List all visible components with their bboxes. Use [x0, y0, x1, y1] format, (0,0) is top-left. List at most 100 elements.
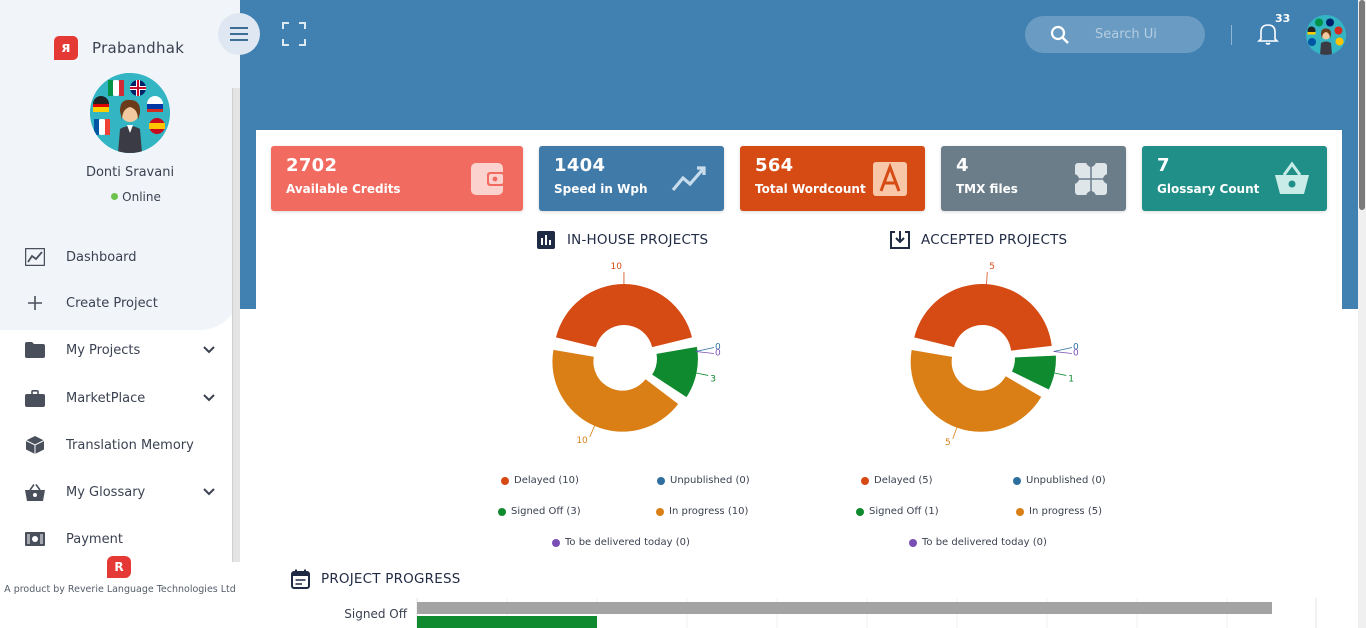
- sidebar-item-dashboard[interactable]: Dashboard: [24, 242, 224, 272]
- sidebar-item-label: MarketPlace: [66, 390, 146, 406]
- chart-line-icon: [24, 246, 46, 268]
- inhouse-slice-delayed[interactable]: [555, 284, 692, 348]
- card-label: Speed in Wph: [554, 182, 648, 196]
- legend-label: To be delivered today (0): [922, 537, 1047, 548]
- user-avatar[interactable]: [1306, 15, 1346, 55]
- hamburger-icon: [230, 27, 248, 41]
- inhouse-data-label: 10: [576, 436, 588, 445]
- accepted-leader-line: [1053, 351, 1073, 354]
- progress-bar-total: [417, 602, 1272, 614]
- accepted-slice-delayed[interactable]: [914, 284, 1052, 351]
- accepted-leader-line: [1052, 372, 1067, 376]
- legend-signed-off[interactable]: Signed Off (3): [498, 506, 581, 517]
- card-label: Available Credits: [286, 182, 401, 196]
- inhouse-leader-line: [589, 423, 596, 438]
- basket-icon: [24, 481, 46, 503]
- profile-avatar[interactable]: [90, 73, 170, 153]
- card-glossary-count[interactable]: 7 Glossary Count: [1142, 146, 1327, 211]
- search-input[interactable]: [1095, 27, 1195, 42]
- sidebar-item-my-glossary[interactable]: My Glossary: [24, 477, 224, 507]
- brand[interactable]: я Prabandhak: [54, 36, 184, 60]
- accepted-data-label: 5: [989, 262, 995, 272]
- legend-in-progress[interactable]: In progress (5): [1016, 506, 1102, 517]
- hamburger-menu-button[interactable]: [218, 13, 260, 55]
- sidebar-item-payment[interactable]: Payment: [24, 524, 224, 554]
- progress-bar-signed-off: [417, 616, 597, 628]
- sidebar-item-label: My Glossary: [66, 484, 146, 500]
- briefcase-icon: [24, 387, 46, 409]
- legend-to-be-delivered-today[interactable]: To be delivered today (0): [909, 537, 1047, 548]
- status-label: Online: [122, 190, 161, 204]
- legend-unpublished[interactable]: Unpublished (0): [1013, 475, 1106, 486]
- letter-a-icon: [873, 162, 907, 196]
- inhouse-slice-signed-off[interactable]: [652, 346, 698, 398]
- inhouse-leader-line: [694, 372, 709, 376]
- sidebar-item-label: My Projects: [66, 342, 141, 358]
- legend-to-be-delivered-today[interactable]: To be delivered today (0): [552, 537, 690, 548]
- legend-swatch: [1013, 476, 1021, 485]
- inhouse-data-label: 10: [610, 262, 622, 272]
- wallet-icon: [471, 163, 505, 195]
- card-speed[interactable]: 1404 Speed in Wph: [539, 146, 724, 211]
- main-scrollbar[interactable]: [1358, 0, 1366, 628]
- sidebar-item-marketplace[interactable]: MarketPlace: [24, 383, 224, 413]
- trend-icon: [671, 166, 706, 192]
- accepted-slice-signed-off[interactable]: [1011, 355, 1056, 390]
- fullscreen-icon[interactable]: [281, 21, 307, 47]
- online-dot-icon: [111, 193, 119, 200]
- inhouse-slice-in-progress[interactable]: [552, 349, 679, 432]
- project-progress-title: PROJECT PROGRESS: [289, 568, 460, 590]
- card-total-wordcount[interactable]: 564 Total Wordcount: [740, 146, 925, 211]
- sidebar-item-create-project[interactable]: Create Project: [24, 288, 224, 318]
- accepted-data-label: 1: [1068, 374, 1074, 384]
- inhouse-donut-chart: 10 3 10 00: [552, 262, 721, 445]
- accepted-donut-chart: 5 1 5 00: [910, 262, 1079, 445]
- accepted-slice-in-progress[interactable]: [910, 349, 1042, 432]
- card-tmx-files[interactable]: 4 TMX files: [941, 146, 1126, 211]
- sidebar-item-label: Create Project: [66, 295, 158, 311]
- card-value: 4: [956, 155, 969, 176]
- legend-label: In progress (10): [669, 506, 749, 517]
- legend-swatch: [656, 507, 664, 516]
- plus-icon: [24, 292, 46, 314]
- legend-delayed[interactable]: Delayed (10): [501, 475, 579, 486]
- bell-icon[interactable]: [1257, 22, 1279, 46]
- footer-text: A product by Reverie Language Technologi…: [4, 584, 236, 595]
- legend-label: Signed Off (1): [869, 506, 939, 517]
- brand-name: Prabandhak: [92, 39, 185, 57]
- legend-in-progress[interactable]: In progress (10): [656, 506, 748, 517]
- search-bar[interactable]: [1025, 16, 1205, 53]
- chevron-down-icon[interactable]: [202, 391, 216, 405]
- legend-label: Delayed (10): [514, 475, 579, 486]
- folder-icon: [24, 339, 46, 361]
- sidebar-item-translation-memory[interactable]: Translation Memory: [24, 430, 224, 460]
- card-value: 1404: [554, 155, 606, 176]
- brand-logo: я: [54, 36, 78, 60]
- sidebar-scrollbar[interactable]: [232, 88, 240, 562]
- legend-unpublished[interactable]: Unpublished (0): [657, 475, 750, 486]
- legend-swatch: [498, 507, 506, 516]
- content-panel: [256, 130, 1342, 628]
- inhouse-projects-heading: IN-HOUSE PROJECTS: [567, 232, 709, 248]
- chevron-down-icon[interactable]: [202, 485, 216, 499]
- sidebar-profile-background: [0, 0, 240, 330]
- chevron-down-icon[interactable]: [202, 343, 216, 357]
- inhouse-projects-title: IN-HOUSE PROJECTS: [535, 229, 708, 251]
- legend-swatch: [657, 476, 665, 485]
- search-icon[interactable]: [1050, 25, 1070, 45]
- card-label: Total Wordcount: [755, 182, 866, 196]
- accepted-data-label: 0: [1073, 343, 1079, 353]
- sidebar-item-label: Translation Memory: [66, 437, 194, 453]
- notification-count-badge: 33: [1275, 12, 1291, 25]
- legend-label: To be delivered today (0): [565, 537, 690, 548]
- legend-swatch: [501, 476, 509, 485]
- card-available-credits[interactable]: 2702 Available Credits: [271, 146, 523, 211]
- main-scrollbar-thumb[interactable]: [1359, 0, 1365, 210]
- legend-delayed[interactable]: Delayed (5): [861, 475, 933, 486]
- basket-icon: [1275, 161, 1309, 194]
- legend-swatch: [856, 507, 864, 516]
- project-progress-chart: Signed Off: [344, 598, 1317, 628]
- card-value: 2702: [286, 155, 338, 176]
- sidebar-item-my-projects[interactable]: My Projects: [24, 335, 224, 365]
- legend-signed-off[interactable]: Signed Off (1): [856, 506, 939, 517]
